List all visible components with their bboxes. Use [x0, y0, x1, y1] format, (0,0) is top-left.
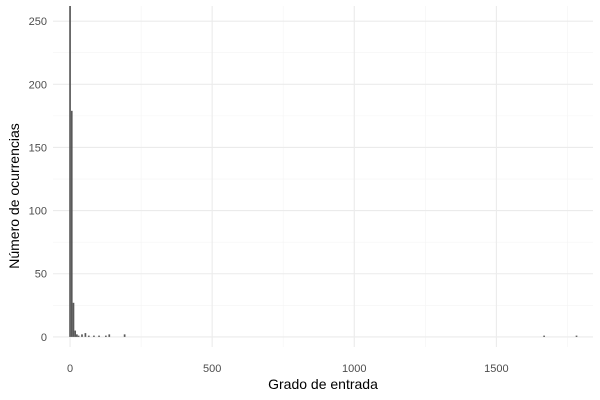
histogram-bar [70, 110, 73, 337]
y-axis-title: Número de ocurrencias [6, 123, 22, 269]
histogram-bar [575, 335, 578, 337]
histogram-bars [69, 6, 578, 337]
histogram-bar [108, 334, 111, 337]
x-tick-label: 1000 [342, 363, 366, 375]
histogram-bar [74, 330, 77, 337]
histogram-bar [93, 335, 95, 337]
x-axis-title: Grado de entrada [268, 376, 378, 392]
grid-major-lines [53, 6, 593, 347]
y-tick-label: 150 [29, 142, 47, 154]
y-tick-label: 250 [29, 16, 47, 28]
x-tick-label: 0 [67, 363, 73, 375]
y-tick-label: 50 [35, 269, 47, 281]
y-tick-label: 0 [41, 332, 47, 344]
y-tick-label: 200 [29, 79, 47, 91]
histogram-bar [69, 6, 71, 337]
histogram-bar [77, 335, 80, 337]
x-axis-tick-labels: 0 500 1000 1500 [67, 363, 509, 375]
histogram-bar [98, 335, 100, 337]
y-axis-tick-labels: 0 50 100 150 200 250 [29, 16, 47, 344]
x-tick-label: 1500 [484, 363, 508, 375]
x-tick-label: 500 [203, 363, 221, 375]
histogram-bar [72, 302, 75, 337]
histogram-bar [76, 334, 78, 337]
histogram-bar [84, 333, 87, 337]
histogram-bar [123, 334, 126, 337]
y-tick-label: 100 [29, 206, 47, 218]
histogram-bar [81, 334, 83, 337]
histogram-bar [543, 335, 545, 337]
histogram-bar [87, 335, 90, 337]
grid-minor-lines [53, 6, 593, 347]
histogram-bar [105, 335, 107, 337]
